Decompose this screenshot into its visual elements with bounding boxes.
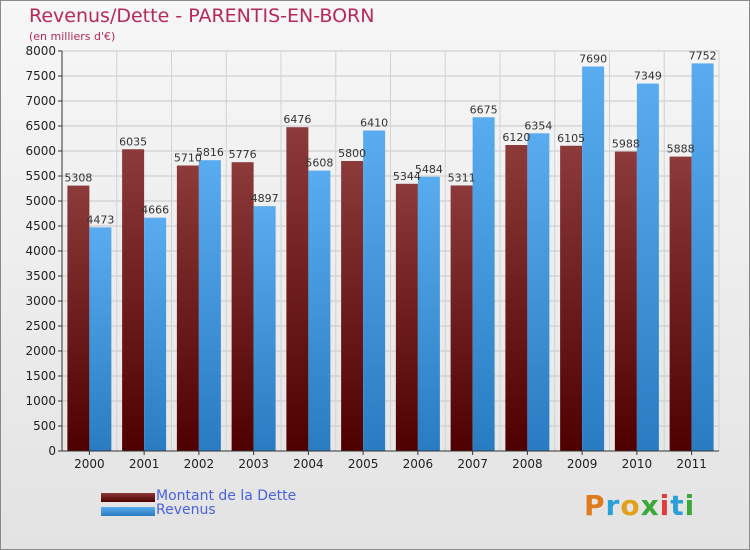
data-label: 5344	[393, 170, 421, 183]
data-label: 5311	[448, 171, 476, 184]
y-tick-label: 8000	[25, 44, 56, 58]
bar-dette	[669, 156, 692, 451]
x-tick-label: 2007	[457, 457, 488, 471]
bar-dette	[176, 165, 199, 451]
bar-revenus	[363, 130, 386, 451]
data-label: 6476	[283, 113, 311, 126]
data-label: 4897	[251, 192, 279, 205]
y-tick-label: 4500	[25, 219, 56, 233]
x-tick-label: 2005	[348, 457, 379, 471]
legend-label-revenus: Revenus	[156, 502, 216, 518]
chart-title: Revenus/Dette - PARENTIS-EN-BORN	[29, 5, 375, 27]
bar-dette	[341, 161, 364, 451]
bar-dette	[122, 149, 145, 451]
data-label: 5710	[174, 152, 202, 165]
bar-revenus	[308, 170, 331, 451]
bar-dette	[395, 183, 418, 452]
x-tick-label: 2011	[676, 457, 707, 471]
logo-letter: x	[640, 489, 660, 522]
y-tick-label: 2500	[25, 319, 56, 333]
bar-revenus	[417, 176, 440, 452]
y-tick-label: 3000	[25, 294, 56, 308]
logo-letter: i	[659, 489, 671, 522]
data-label: 5308	[64, 172, 92, 185]
bar-revenus	[89, 227, 112, 451]
bar-dette	[560, 145, 583, 451]
y-tick-label: 7000	[25, 94, 56, 108]
data-label: 6035	[119, 135, 147, 148]
bar-revenus	[582, 66, 605, 451]
logo-letter: t	[670, 489, 685, 522]
bar-revenus	[253, 206, 276, 451]
logo-letter: i	[684, 489, 696, 522]
y-tick-label: 0	[48, 444, 56, 458]
logo-letter: r	[605, 489, 621, 522]
proxiti-logo: Proxiti	[584, 489, 695, 522]
x-tick-label: 2003	[238, 457, 269, 471]
x-tick-label: 2010	[622, 457, 653, 471]
x-tick-label: 2001	[129, 457, 160, 471]
x-tick-label: 2008	[512, 457, 543, 471]
data-label: 6105	[557, 132, 585, 145]
data-label: 5800	[338, 147, 366, 160]
logo-letter: P	[584, 489, 606, 522]
bar-dette	[450, 185, 473, 451]
data-label: 6354	[524, 119, 552, 132]
y-tick-label: 5000	[25, 194, 56, 208]
x-tick-label: 2009	[567, 457, 598, 471]
chart-subtitle: (en milliers d'€)	[29, 30, 116, 43]
data-label: 5776	[229, 148, 257, 161]
bar-dette	[67, 185, 90, 451]
bar-dette	[286, 127, 309, 451]
y-tick-label: 3500	[25, 269, 56, 283]
y-tick-label: 1500	[25, 369, 56, 383]
y-tick-label: 5500	[25, 169, 56, 183]
data-label: 5484	[415, 163, 443, 176]
data-label: 5888	[667, 143, 695, 156]
data-label: 6675	[470, 103, 498, 116]
y-tick-label: 500	[33, 419, 56, 433]
bar-revenus	[472, 117, 495, 451]
bar-revenus	[691, 63, 714, 452]
legend-swatch-revenus	[101, 507, 155, 516]
y-tick-label: 4000	[25, 244, 56, 258]
data-label: 5988	[612, 138, 640, 151]
x-tick-label: 2004	[293, 457, 324, 471]
data-label: 4473	[86, 213, 114, 226]
x-tick-label: 2000	[74, 457, 105, 471]
axes: 0 500 1000 1500 2000 2500 3000 3500 4000 4500 5000…	[25, 44, 719, 471]
bar-revenus	[527, 133, 550, 452]
y-tick-label: 6000	[25, 144, 56, 158]
data-label: 7349	[634, 70, 662, 83]
data-label: 6120	[502, 131, 530, 144]
bar-series	[67, 63, 714, 452]
gridlines	[61, 50, 720, 451]
data-label: 7752	[689, 49, 717, 62]
data-label: 5816	[196, 146, 224, 159]
data-label: 7690	[579, 53, 607, 66]
bar-revenus	[636, 83, 659, 452]
data-label: 5608	[305, 157, 333, 170]
y-tick-label: 6500	[25, 119, 56, 133]
bar-revenus	[144, 217, 167, 451]
x-tick-label: 2002	[184, 457, 215, 471]
legend-label-dette: Montant de la Dette	[156, 488, 297, 504]
bar-dette	[505, 145, 528, 451]
data-label: 6410	[360, 117, 388, 130]
bar-dette	[614, 151, 637, 451]
y-tick-label: 2000	[25, 344, 56, 358]
bar-revenus	[198, 160, 221, 451]
y-tick-label: 1000	[25, 394, 56, 408]
y-tick-label: 7500	[25, 69, 56, 83]
data-label: 4666	[141, 204, 169, 217]
x-tick-label: 2006	[403, 457, 434, 471]
legend-swatch-dette	[101, 493, 155, 502]
bar-dette	[231, 162, 254, 451]
logo-letter: o	[620, 489, 641, 522]
